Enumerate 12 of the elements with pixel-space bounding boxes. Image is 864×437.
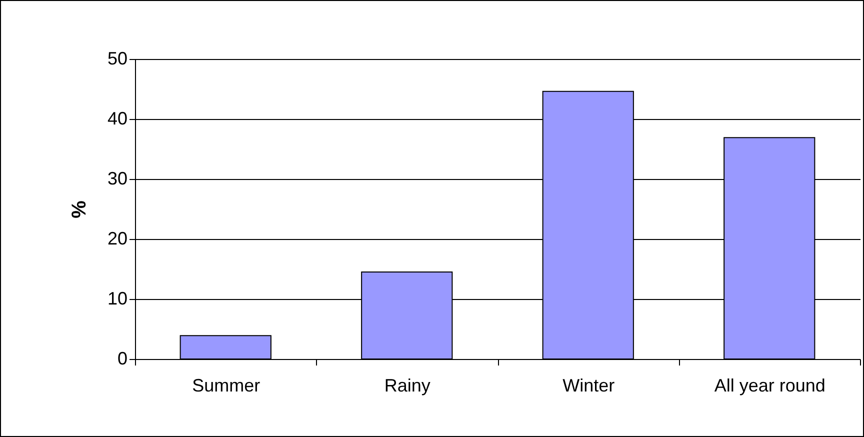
y-tick-label: 10 (107, 288, 128, 308)
y-axis-title: % (68, 200, 90, 218)
x-tick-label: Summer (192, 376, 260, 396)
y-tick-label: 0 (117, 348, 128, 368)
x-tick-label: All year round (714, 376, 826, 396)
y-tick-label: 20 (107, 228, 128, 248)
x-tick-label: Rainy (384, 376, 430, 396)
y-tick-label: 30 (107, 168, 128, 188)
y-tick-label: 50 (107, 48, 128, 68)
x-tick-label: Winter (562, 376, 615, 396)
y-tick-label: 40 (107, 108, 128, 128)
bar (180, 335, 272, 360)
